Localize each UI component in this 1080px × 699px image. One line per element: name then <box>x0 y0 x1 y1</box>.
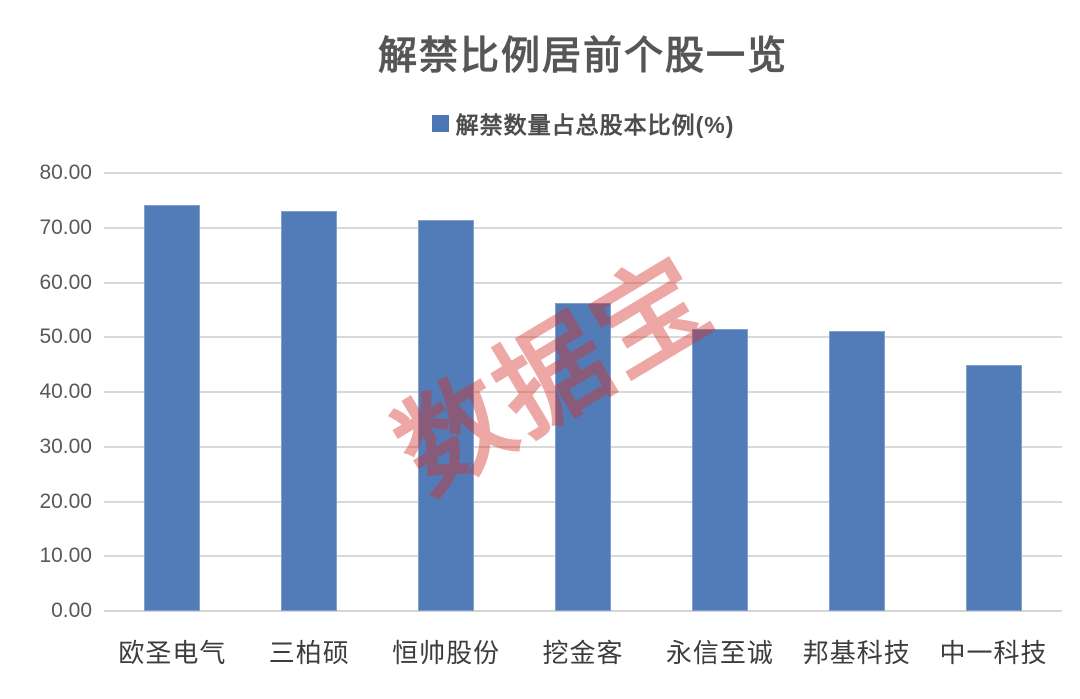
bar-挖金客 <box>555 302 611 611</box>
x-axis-label: 中一科技 <box>939 638 1048 668</box>
bar-三柏硕 <box>281 211 338 611</box>
legend-label: 解禁数量占总股本比例(%) <box>455 112 735 138</box>
y-axis-label: 0.00 <box>51 599 92 622</box>
gridline <box>104 281 1062 284</box>
y-axis-label: 50.00 <box>39 325 92 349</box>
x-axis-label: 恒帅股份 <box>392 638 501 668</box>
x-axis-label: 邦基科技 <box>802 638 911 668</box>
x-axis-line <box>104 610 1062 612</box>
y-axis-label: 80.00 <box>39 161 92 184</box>
y-axis-label: 20.00 <box>39 489 92 513</box>
plot-area <box>104 172 1062 612</box>
bar-邦基科技 <box>828 331 885 611</box>
bar-欧圣电气 <box>144 205 201 611</box>
legend-marker-icon <box>431 114 449 132</box>
y-axis-label: 60.00 <box>39 270 92 294</box>
x-axis-label: 三柏硕 <box>268 638 350 668</box>
y-axis-label: 40.00 <box>39 380 92 403</box>
bar-恒帅股份 <box>418 219 475 611</box>
y-axis-label: 10.00 <box>39 544 92 568</box>
gridline <box>104 226 1062 229</box>
chart-title: 解禁比例居前个股一览 <box>377 35 788 78</box>
bar-中一科技 <box>965 365 1022 611</box>
x-axis-label: 欧圣电气 <box>118 638 227 668</box>
x-axis-label: 挖金客 <box>542 638 624 668</box>
y-axis-label: 70.00 <box>39 215 92 239</box>
x-axis-label: 永信至诚 <box>665 638 774 668</box>
gridline <box>104 172 1062 174</box>
y-axis-label: 30.00 <box>39 434 92 458</box>
legend: 解禁数量占总股本比例(%) <box>104 106 1062 140</box>
bar-永信至诚 <box>691 328 748 611</box>
